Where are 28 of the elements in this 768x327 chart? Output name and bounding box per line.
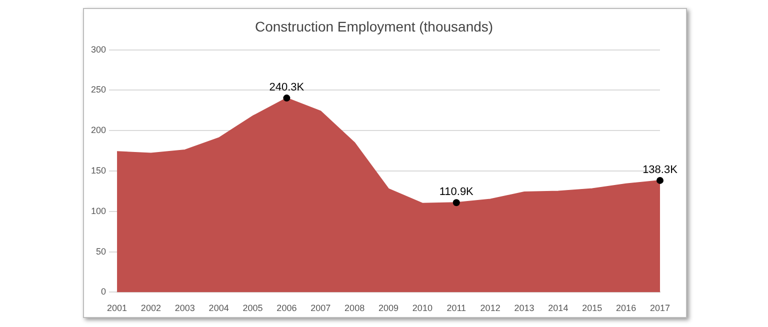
y-tick-label: 200	[90, 125, 106, 136]
x-tick-label: 2006	[276, 303, 297, 314]
annotation: 240.3K	[269, 82, 305, 94]
x-tick-label: 2016	[616, 303, 636, 314]
x-tick-label: 2012	[480, 303, 500, 314]
y-tick-label: 0	[101, 286, 106, 297]
chart-title: Construction Employment (thousands)	[254, 18, 494, 34]
annotation: 110.9K	[439, 186, 474, 198]
x-tick-label: 2015	[582, 303, 602, 314]
y-tick-label: 150	[90, 165, 106, 176]
x-tick-label: 2014	[548, 303, 568, 314]
x-tick-label: 2007	[310, 303, 331, 314]
x-tick-label: 2013	[514, 303, 534, 314]
y-tick-label: 50	[96, 246, 106, 256]
y-tick-label: 100	[90, 206, 106, 216]
y-tick-label: 250	[90, 84, 106, 95]
x-tick-label: 2003	[174, 303, 195, 314]
x-tick-label: 2004	[208, 303, 229, 314]
x-tick-label: 2010	[412, 303, 432, 314]
y-tick-label: 300	[90, 44, 106, 54]
annotation: 138.3K	[642, 164, 678, 176]
x-tick-label: 2011	[446, 303, 466, 314]
x-tick-label: 2001	[107, 303, 128, 314]
x-tick-label: 2009	[378, 303, 399, 314]
x-tick-label: 2008	[344, 303, 365, 314]
x-tick-label: 2017	[650, 303, 670, 314]
x-tick-label: 2002	[140, 303, 161, 314]
x-tick-label: 2005	[242, 303, 263, 314]
